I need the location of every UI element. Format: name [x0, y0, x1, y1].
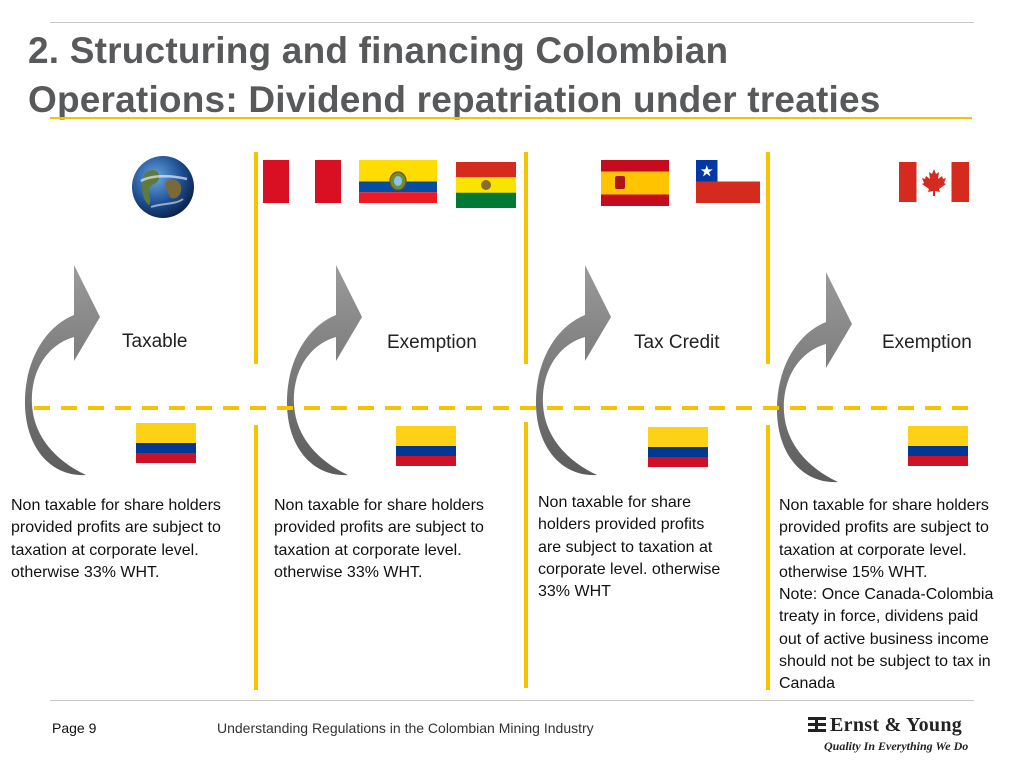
description-line: corporate level. otherwise: [538, 560, 721, 578]
separator-3-top: [766, 152, 770, 364]
description-line: treaty in force, dividens paid: [779, 608, 979, 626]
bolivia-flag-icon: [456, 162, 516, 208]
description-line: otherwise 33% WHT.: [11, 563, 160, 581]
ecuador-flag-icon: [359, 160, 437, 203]
description-line: otherwise 15% WHT.: [779, 563, 928, 581]
page-title: 2. Structuring and financing Colombian O…: [28, 26, 1008, 124]
description-line: Non taxable for share: [538, 494, 691, 511]
treatment-label-exemption: Exemption: [387, 332, 477, 353]
repatriation-arrow-icon: [24, 265, 101, 476]
treatment-label-exemption-canada: Exemption: [882, 332, 972, 353]
description-line: provided profits are subject to: [11, 519, 221, 537]
separator-2-bottom: [524, 422, 528, 688]
repatriation-arrow-icon: [286, 265, 362, 476]
spain-flag-icon: [601, 160, 669, 206]
logo-name: Ernst & Young: [830, 714, 963, 736]
description-line: 33% WHT: [538, 583, 611, 601]
description-line: are subject to taxation at: [538, 538, 713, 556]
repatriation-arrow-icon: [535, 265, 611, 476]
repatriation-arrow-icon: [776, 272, 852, 483]
description-line: should not be subject to tax in: [779, 653, 991, 671]
top-rule: [50, 22, 974, 23]
logo-tagline: Quality In Everything We Do: [824, 739, 969, 753]
ey-bars-icon: [808, 717, 826, 732]
description-exemption: Non taxable for share holders provided p…: [274, 495, 484, 584]
treatment-label-tax-credit: Tax Credit: [634, 332, 720, 353]
description-line: taxation at corporate level.: [779, 541, 967, 559]
footer-title: Understanding Regulations in the Colombi…: [217, 720, 594, 736]
description-tax-credit: Non taxable for share holders provided p…: [538, 492, 720, 603]
description-line: Non taxable for share holders: [779, 497, 989, 514]
description-line: Canada: [779, 675, 836, 693]
title-line-2: Operations: Dividend repatriation under …: [28, 79, 881, 120]
colombia-flag-icon: [908, 426, 968, 466]
chile-flag-icon: [696, 160, 760, 203]
description-line: taxation at corporate level.: [11, 541, 199, 559]
description-line: Non taxable for share holders: [274, 497, 484, 514]
footer-rule: [50, 700, 974, 701]
description-line: out of active business income: [779, 630, 989, 648]
logo-wordmark: Ernst & Young: [808, 714, 968, 737]
separator-3-bottom: [766, 425, 770, 690]
canada-flag-icon: [899, 162, 969, 202]
separator-2-top: [524, 152, 528, 364]
description-line: provided profits are subject to: [779, 519, 989, 537]
description-exemption-canada: Non taxable for share holders provided p…: [779, 495, 1024, 696]
separator-1-top: [254, 152, 258, 364]
separator-1-bottom: [254, 425, 258, 690]
colombia-flag-icon: [136, 423, 196, 463]
description-line: provided profits are subject to: [274, 519, 484, 537]
page-number: Page 9: [52, 720, 97, 736]
treatment-label-taxable: Taxable: [122, 331, 188, 352]
description-taxable: Non taxable for share holders provided p…: [11, 495, 221, 584]
description-line: holders provided profits: [538, 516, 705, 534]
title-underline: [50, 117, 972, 119]
description-line: Note: Once Canada-Colombia: [779, 586, 994, 604]
world-globe-icon: [132, 156, 194, 218]
title-line-1: 2. Structuring and financing Colombian: [28, 30, 729, 71]
colombia-flag-icon: [396, 426, 456, 466]
border-dashed-line: [34, 406, 974, 410]
description-line: otherwise 33% WHT.: [274, 563, 423, 581]
description-line: taxation at corporate level.: [274, 541, 462, 559]
ernst-young-logo: Ernst & Young Quality In Everything We D…: [808, 714, 968, 754]
peru-flag-icon: [263, 160, 341, 203]
colombia-flag-icon: [648, 427, 708, 467]
description-line: Non taxable for share holders: [11, 497, 221, 514]
